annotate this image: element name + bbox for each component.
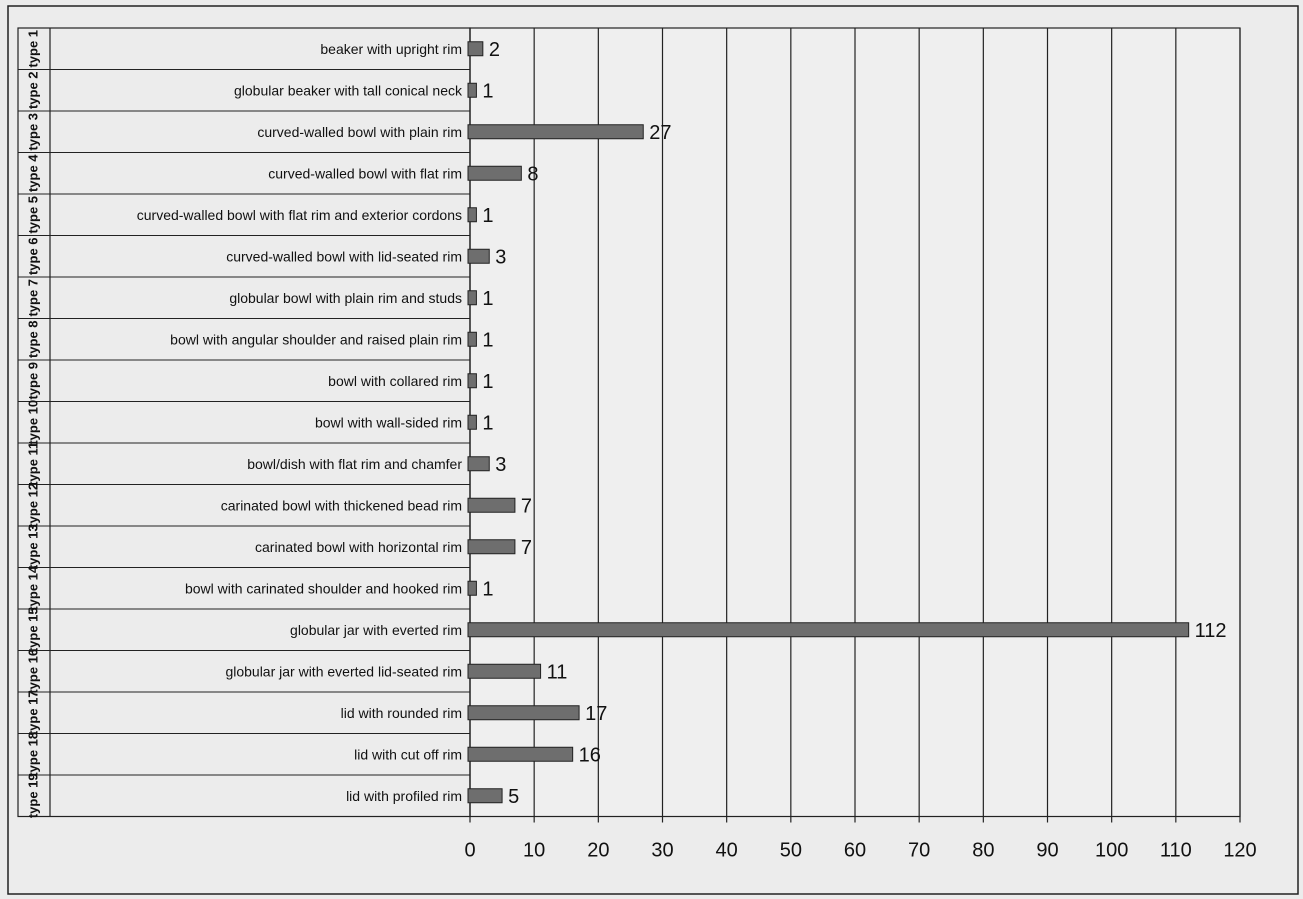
type-label: type 6: [25, 237, 40, 275]
value-label: 2: [489, 39, 500, 61]
bar: [467, 414, 477, 430]
type-label: type 12: [25, 483, 40, 528]
bar: [467, 580, 477, 596]
type-label: type 2: [25, 71, 40, 109]
category-label: globular jar with everted lid-seated rim: [225, 663, 462, 679]
x-tick-label: 120: [1223, 840, 1256, 862]
bar: [467, 788, 503, 804]
category-label: globular beaker with tall conical neck: [234, 82, 463, 98]
type-label: type 11: [25, 442, 40, 486]
category-label: bowl with carinated shoulder and hooked …: [185, 580, 462, 596]
bar: [467, 746, 574, 762]
value-label: 8: [527, 163, 538, 185]
bar: [467, 705, 580, 721]
category-label: lid with cut off rim: [354, 746, 462, 762]
value-label: 1: [482, 371, 493, 393]
type-label: type 14: [25, 565, 40, 611]
category-label: lid with rounded rim: [341, 705, 462, 721]
value-label: 1: [482, 80, 493, 102]
x-tick-label: 20: [587, 840, 609, 862]
bar: [467, 124, 644, 140]
category-label: curved-walled bowl with flat rim and ext…: [137, 207, 462, 223]
value-label: 16: [579, 744, 601, 766]
bar: [467, 539, 516, 555]
x-tick-label: 10: [523, 840, 545, 862]
bar: [467, 290, 477, 306]
bar: [467, 373, 477, 389]
category-label: globular jar with everted rim: [290, 622, 462, 638]
category-label: curved-walled bowl with lid-seated rim: [226, 248, 462, 264]
type-label: type 17: [25, 690, 40, 735]
type-label: type 1: [25, 30, 40, 68]
bar: [467, 41, 484, 57]
type-label: type 15: [25, 607, 40, 652]
type-label: type 3: [25, 113, 40, 151]
bar: [467, 331, 477, 347]
x-tick-label: 0: [464, 840, 475, 862]
category-label: beaker with upright rim: [320, 41, 462, 57]
category-label: carinated bowl with thickened bead rim: [221, 497, 462, 513]
category-label: bowl/dish with flat rim and chamfer: [247, 456, 462, 472]
bar: [467, 622, 1190, 638]
category-label: carinated bowl with horizontal rim: [255, 539, 462, 555]
value-label: 3: [495, 454, 506, 476]
value-label: 11: [547, 661, 568, 683]
x-tick-label: 100: [1095, 840, 1128, 862]
value-label: 27: [649, 122, 671, 144]
type-label: type 10: [25, 400, 40, 445]
category-label: lid with profiled rim: [346, 788, 462, 804]
grid-lines: [469, 27, 1241, 823]
type-label: type 8: [25, 320, 40, 358]
value-label: 17: [585, 703, 607, 725]
x-tick-label: 50: [780, 840, 802, 862]
category-label: bowl with collared rim: [328, 373, 462, 389]
x-tick-label: 90: [1036, 840, 1058, 862]
bar: [467, 165, 522, 181]
category-labels: type 1 beaker with upright rim type 2 globu…: [17, 27, 471, 818]
category-label: bowl with wall-sided rim: [315, 414, 462, 430]
type-label: type 18: [25, 732, 40, 777]
value-label: 1: [482, 205, 493, 227]
category-label: bowl with angular shoulder and raised pl…: [170, 331, 462, 347]
value-label: 1: [482, 288, 493, 310]
x-tick-label: 60: [844, 840, 866, 862]
value-label: 1: [482, 412, 493, 434]
value-label: 3: [495, 246, 506, 268]
value-label: 7: [521, 537, 532, 559]
bar: [467, 207, 477, 223]
type-label: type 16: [25, 649, 40, 694]
type-label: type 9: [25, 362, 40, 400]
x-tick-label: 40: [716, 840, 738, 862]
x-tick-label: 80: [972, 840, 994, 862]
value-label: 112: [1195, 620, 1227, 642]
type-label: type 7: [25, 279, 40, 317]
type-label: type 13: [25, 524, 40, 569]
type-label: type 4: [25, 154, 40, 192]
category-label: curved-walled bowl with plain rim: [257, 124, 462, 140]
bar: [467, 82, 477, 98]
category-label: curved-walled bowl with flat rim: [268, 165, 462, 181]
bar: [467, 497, 516, 513]
type-label: type 19: [25, 773, 40, 818]
value-label: 1: [482, 329, 493, 351]
bar: [467, 248, 490, 264]
value-label: 1: [482, 578, 493, 600]
type-label: type 5: [25, 196, 40, 234]
value-label: 7: [521, 495, 532, 517]
category-label: globular bowl with plain rim and studs: [229, 290, 462, 306]
x-tick-label: 70: [908, 840, 930, 862]
value-label: 5: [508, 786, 519, 808]
bar: [467, 456, 490, 472]
chart-border: [7, 5, 1299, 895]
x-tick-label: 30: [651, 840, 673, 862]
bar: [467, 663, 542, 679]
x-tick-label: 110: [1160, 840, 1192, 862]
x-axis-ticks: 0 10 20 30 40 50 60 70 80 90 100 110 120: [464, 840, 1256, 862]
